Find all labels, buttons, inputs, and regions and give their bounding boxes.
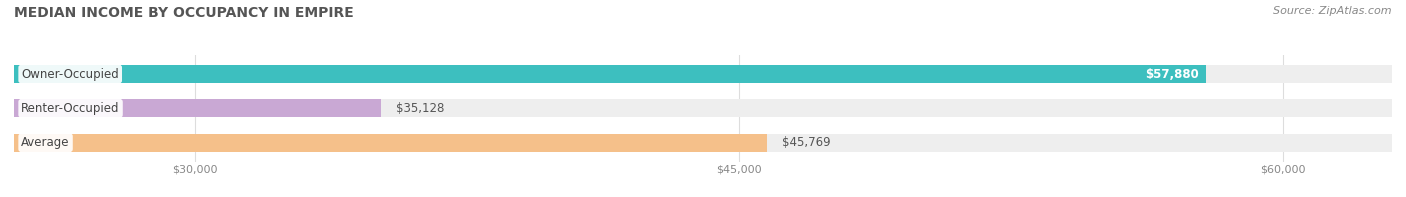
Text: $45,769: $45,769 — [782, 136, 831, 149]
Text: Renter-Occupied: Renter-Occupied — [21, 102, 120, 115]
Text: $57,880: $57,880 — [1146, 68, 1199, 81]
Text: Source: ZipAtlas.com: Source: ZipAtlas.com — [1274, 6, 1392, 16]
Text: $35,128: $35,128 — [396, 102, 444, 115]
Bar — [14, 99, 381, 117]
Text: MEDIAN INCOME BY OCCUPANCY IN EMPIRE: MEDIAN INCOME BY OCCUPANCY IN EMPIRE — [14, 6, 354, 20]
Bar — [14, 65, 1206, 83]
Bar — [14, 99, 1392, 117]
Bar — [14, 134, 768, 151]
Bar — [14, 65, 1392, 83]
Text: Owner-Occupied: Owner-Occupied — [21, 68, 120, 81]
Text: Average: Average — [21, 136, 70, 149]
Bar — [14, 134, 1392, 151]
